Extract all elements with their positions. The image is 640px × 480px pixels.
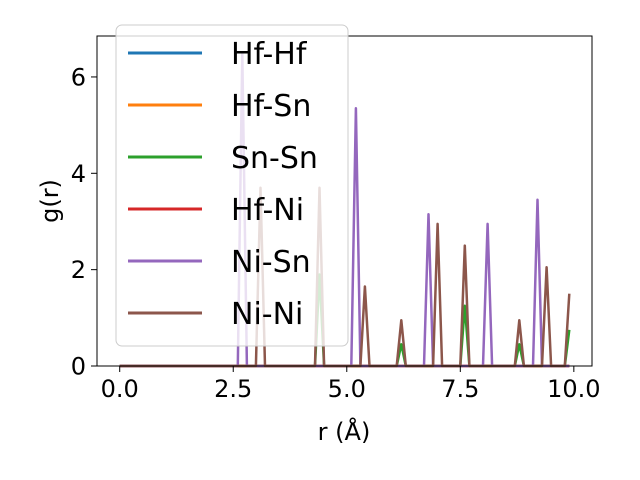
x-tick-label: 5.0 <box>328 375 366 403</box>
legend-entry-label: Hf-Sn <box>231 89 311 124</box>
y-tick-label: 4 <box>71 160 86 188</box>
y-tick-label: 0 <box>71 353 86 381</box>
legend-entry-label: Ni-Ni <box>231 297 303 332</box>
y-tick-label: 2 <box>71 256 86 284</box>
x-axis-label: r (Å) <box>318 417 371 446</box>
y-axis: 0 2 4 6 <box>71 63 97 381</box>
legend: Hf-Hf Hf-Sn Sn-Sn Hf-Ni Ni-Sn Ni-Ni <box>115 24 349 347</box>
legend-entry-label: Ni-Sn <box>231 245 311 280</box>
x-tick-label: 7.5 <box>441 375 479 403</box>
x-axis: 0.0 2.5 5.0 7.5 10.0 <box>101 366 601 403</box>
y-axis-label: g(r) <box>36 179 64 223</box>
x-tick-label: 10.0 <box>547 375 600 403</box>
legend-entry-label: Hf-Hf <box>231 37 308 72</box>
legend-entry-label: Sn-Sn <box>231 141 318 176</box>
y-tick-label: 6 <box>71 63 86 91</box>
x-tick-label: 2.5 <box>214 375 252 403</box>
x-tick-label: 0.0 <box>101 375 139 403</box>
legend-entry-label: Hf-Ni <box>231 193 304 228</box>
